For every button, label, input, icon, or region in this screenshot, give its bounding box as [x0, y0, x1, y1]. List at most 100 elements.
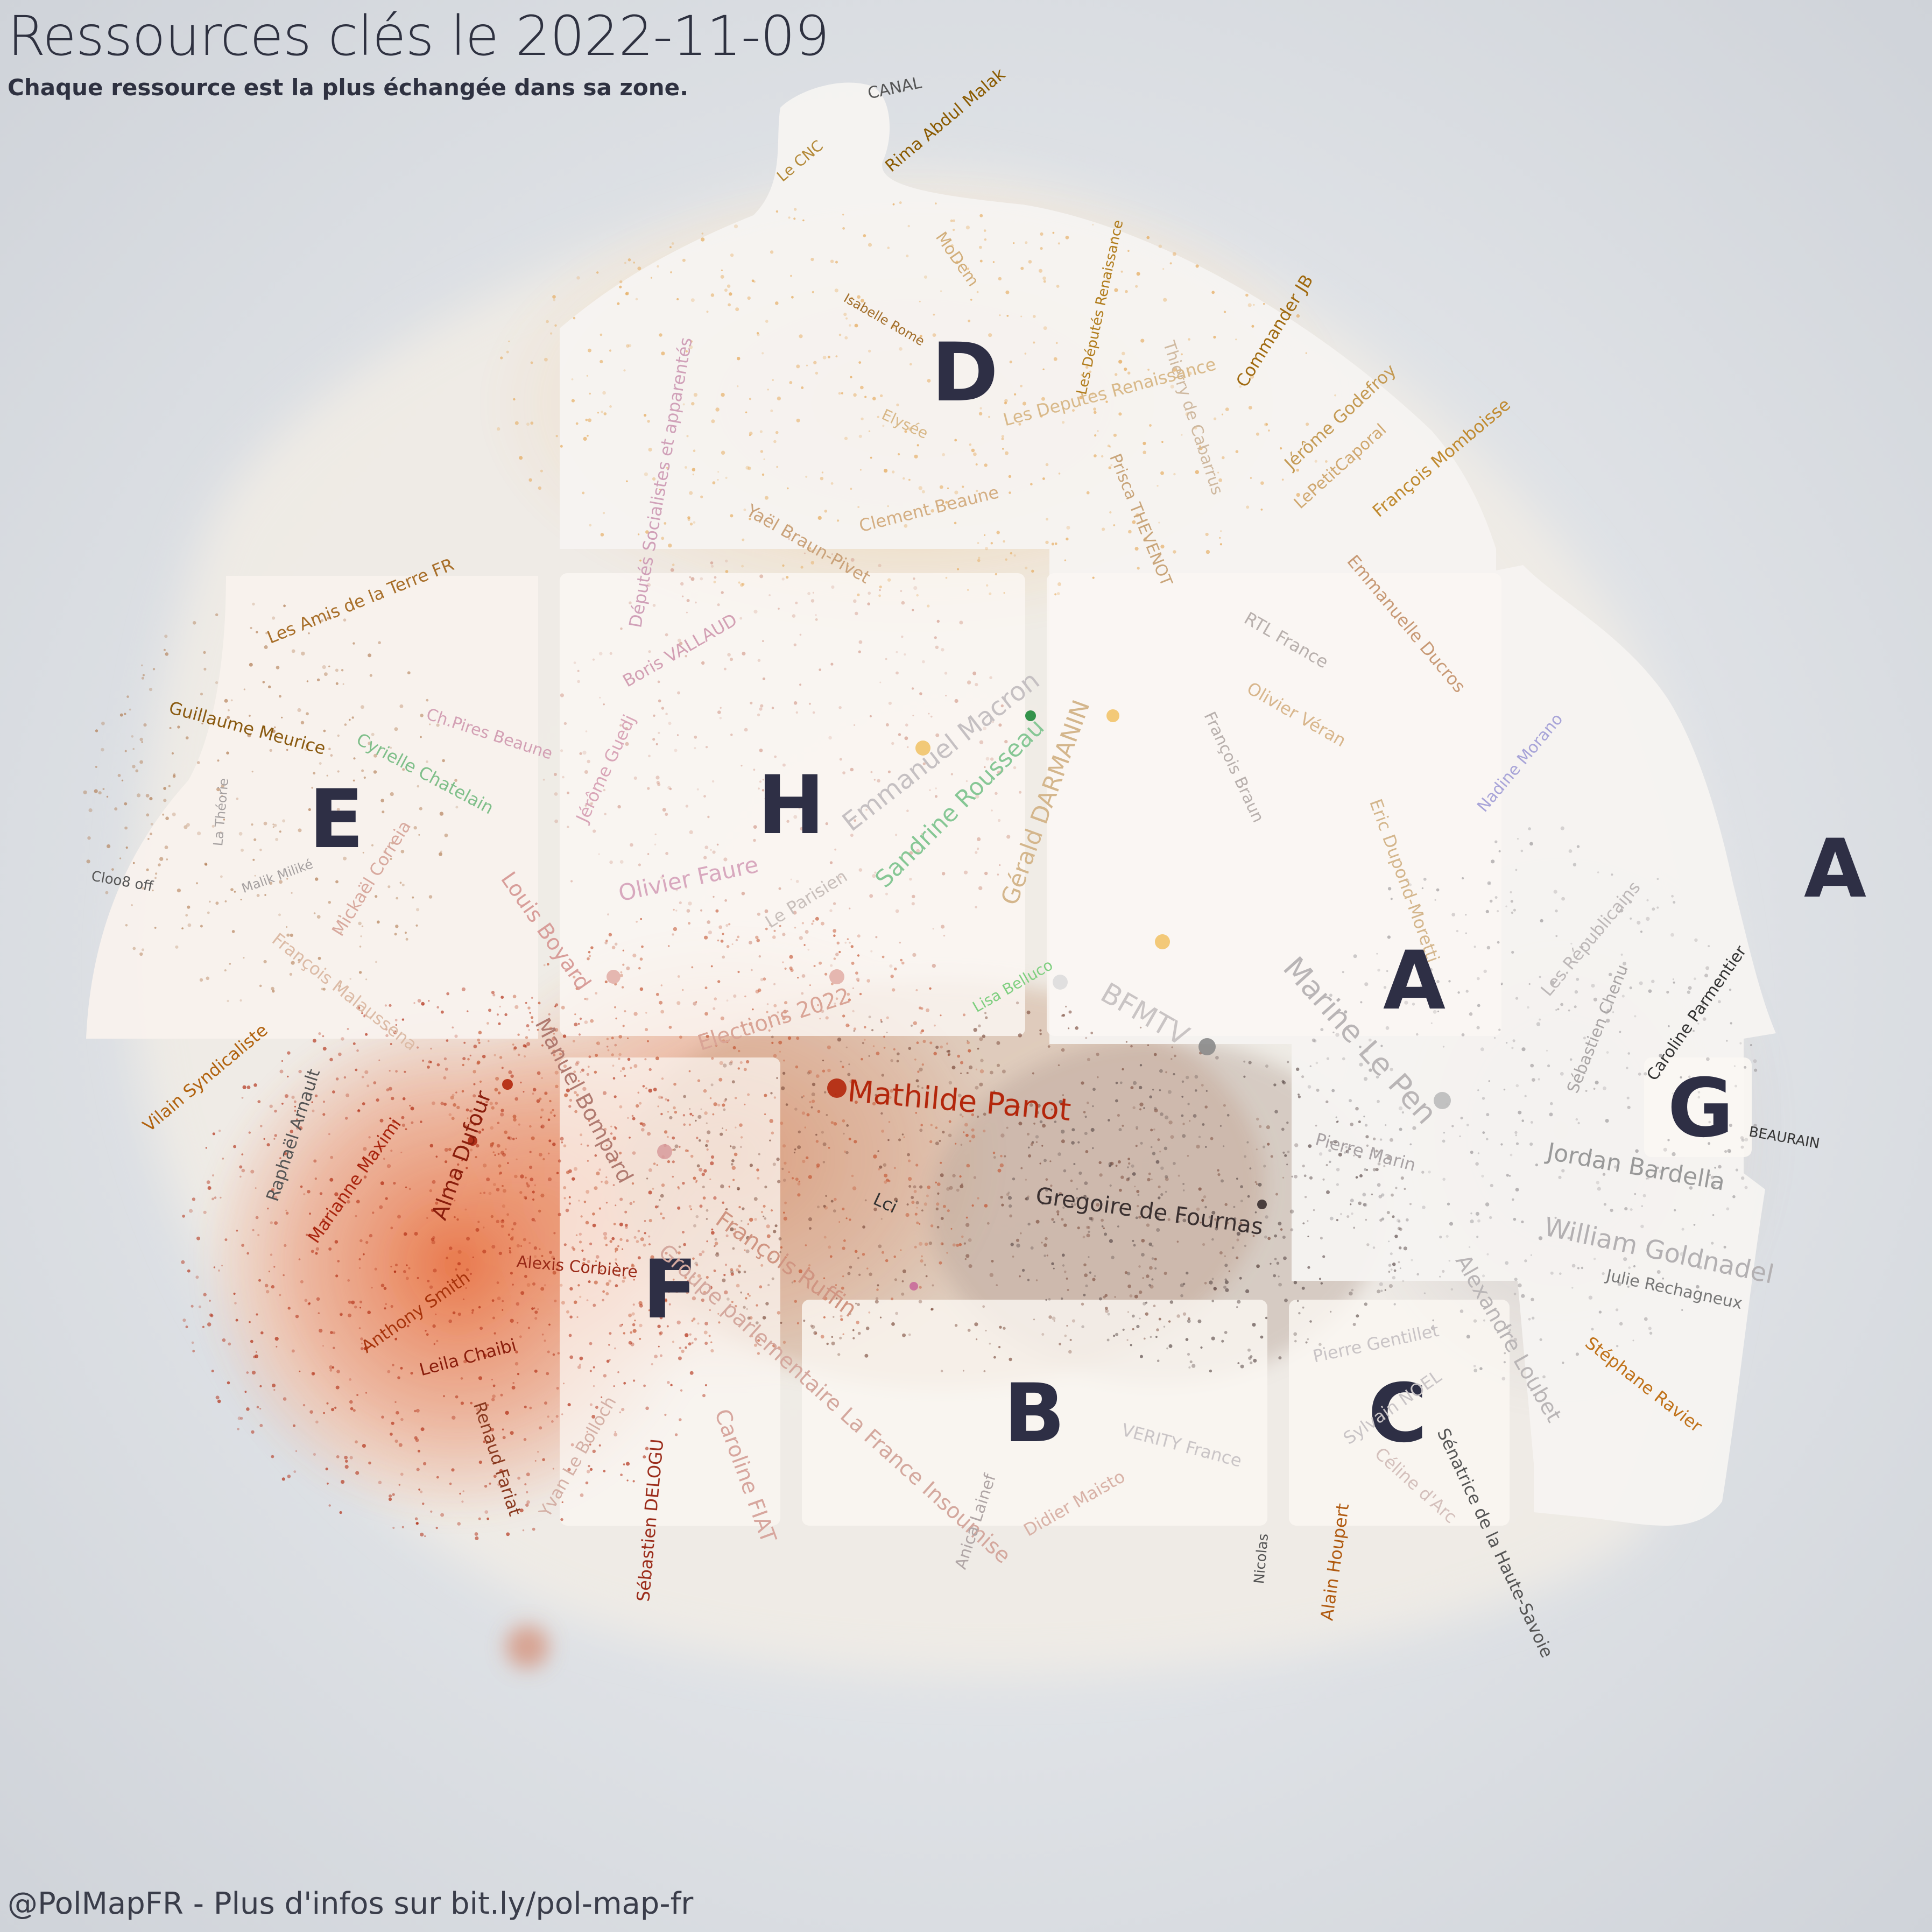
map-point	[633, 262, 635, 264]
map-point	[401, 1526, 404, 1528]
map-point	[803, 1320, 806, 1322]
map-point	[803, 944, 806, 946]
map-point	[837, 1038, 842, 1042]
map-point	[539, 1097, 542, 1101]
map-point	[866, 979, 870, 983]
map-point	[996, 1041, 1000, 1045]
map-point	[1187, 1352, 1190, 1356]
map-point	[554, 1028, 559, 1032]
map-point	[847, 1073, 851, 1076]
map-point	[715, 407, 720, 412]
map-point	[714, 1238, 717, 1241]
map-point	[1461, 1033, 1465, 1036]
map-point	[848, 998, 851, 1002]
map-point	[605, 1282, 610, 1286]
map-point	[279, 830, 281, 833]
map-point	[603, 1236, 608, 1240]
map-point	[689, 1112, 693, 1116]
map-point	[220, 1196, 222, 1199]
map-point	[1287, 1151, 1290, 1153]
map-point	[272, 823, 274, 826]
map-point	[1486, 1253, 1489, 1256]
map-point	[1109, 1239, 1113, 1243]
map-point	[960, 1113, 962, 1116]
map-point	[1091, 392, 1094, 396]
map-point	[1148, 1242, 1152, 1246]
map-point	[608, 1279, 612, 1283]
map-point	[748, 1294, 751, 1297]
map-point	[1167, 1218, 1171, 1221]
map-point	[589, 392, 591, 395]
map-point	[329, 1057, 333, 1062]
map-point	[756, 1304, 758, 1307]
map-point	[577, 1284, 580, 1287]
map-point	[184, 825, 188, 829]
map-point	[1336, 1168, 1340, 1172]
map-point	[368, 1461, 371, 1465]
map-point	[302, 1404, 306, 1407]
map-point	[337, 770, 340, 773]
map-point	[1567, 1224, 1570, 1227]
map-point	[781, 1086, 785, 1090]
map-point	[1571, 1287, 1574, 1289]
map-point	[209, 900, 211, 903]
map-point	[780, 1122, 784, 1125]
map-point	[609, 860, 613, 864]
map-point	[822, 1161, 826, 1164]
map-point	[915, 989, 918, 991]
map-point	[733, 994, 737, 998]
map-point	[1485, 1202, 1490, 1207]
zone-label-e: E	[308, 773, 364, 866]
map-point	[608, 933, 612, 937]
map-point	[1416, 1273, 1419, 1276]
map-point	[1108, 466, 1112, 469]
map-point	[700, 1108, 702, 1110]
map-point	[1005, 290, 1010, 294]
map-point	[1694, 938, 1698, 942]
map-point	[697, 1115, 702, 1119]
map-point	[1585, 1090, 1588, 1092]
map-point	[528, 478, 532, 482]
map-point	[592, 1449, 596, 1453]
map-point	[1486, 1138, 1489, 1140]
map-point	[946, 1187, 950, 1191]
map-point	[995, 573, 998, 576]
map-point	[1039, 1033, 1042, 1035]
map-point	[1390, 1138, 1393, 1142]
map-point	[1515, 1188, 1519, 1192]
map-point	[1039, 1029, 1042, 1032]
map-point	[1473, 1369, 1478, 1373]
map-point	[1379, 1282, 1383, 1286]
map-point	[795, 601, 798, 604]
map-point	[1019, 1275, 1021, 1278]
map-point	[598, 1444, 601, 1447]
map-point	[1694, 977, 1696, 981]
map-point	[469, 1110, 472, 1112]
map-point	[901, 961, 905, 965]
map-point	[1246, 505, 1250, 509]
map-point	[796, 1322, 799, 1324]
map-point	[762, 779, 764, 781]
map-point	[1294, 1339, 1297, 1343]
map-point	[618, 1057, 621, 1060]
map-point	[209, 1300, 211, 1302]
map-point	[703, 1169, 707, 1173]
map-point	[587, 1066, 590, 1068]
map-point	[1562, 1362, 1564, 1364]
map-point	[411, 1121, 414, 1124]
map-point	[493, 1183, 496, 1187]
map-point	[775, 301, 779, 305]
map-point	[455, 806, 459, 809]
map-point	[808, 1217, 813, 1222]
map-point	[788, 1171, 790, 1173]
map-point	[942, 872, 946, 876]
map-node	[1155, 934, 1170, 949]
map-point	[1342, 971, 1344, 974]
map-point	[1177, 1174, 1180, 1177]
map-point	[211, 1197, 215, 1201]
map-point	[150, 822, 153, 826]
map-point	[1304, 1196, 1307, 1198]
map-point	[619, 1197, 623, 1201]
map-point	[963, 1242, 966, 1245]
map-point	[250, 626, 252, 630]
